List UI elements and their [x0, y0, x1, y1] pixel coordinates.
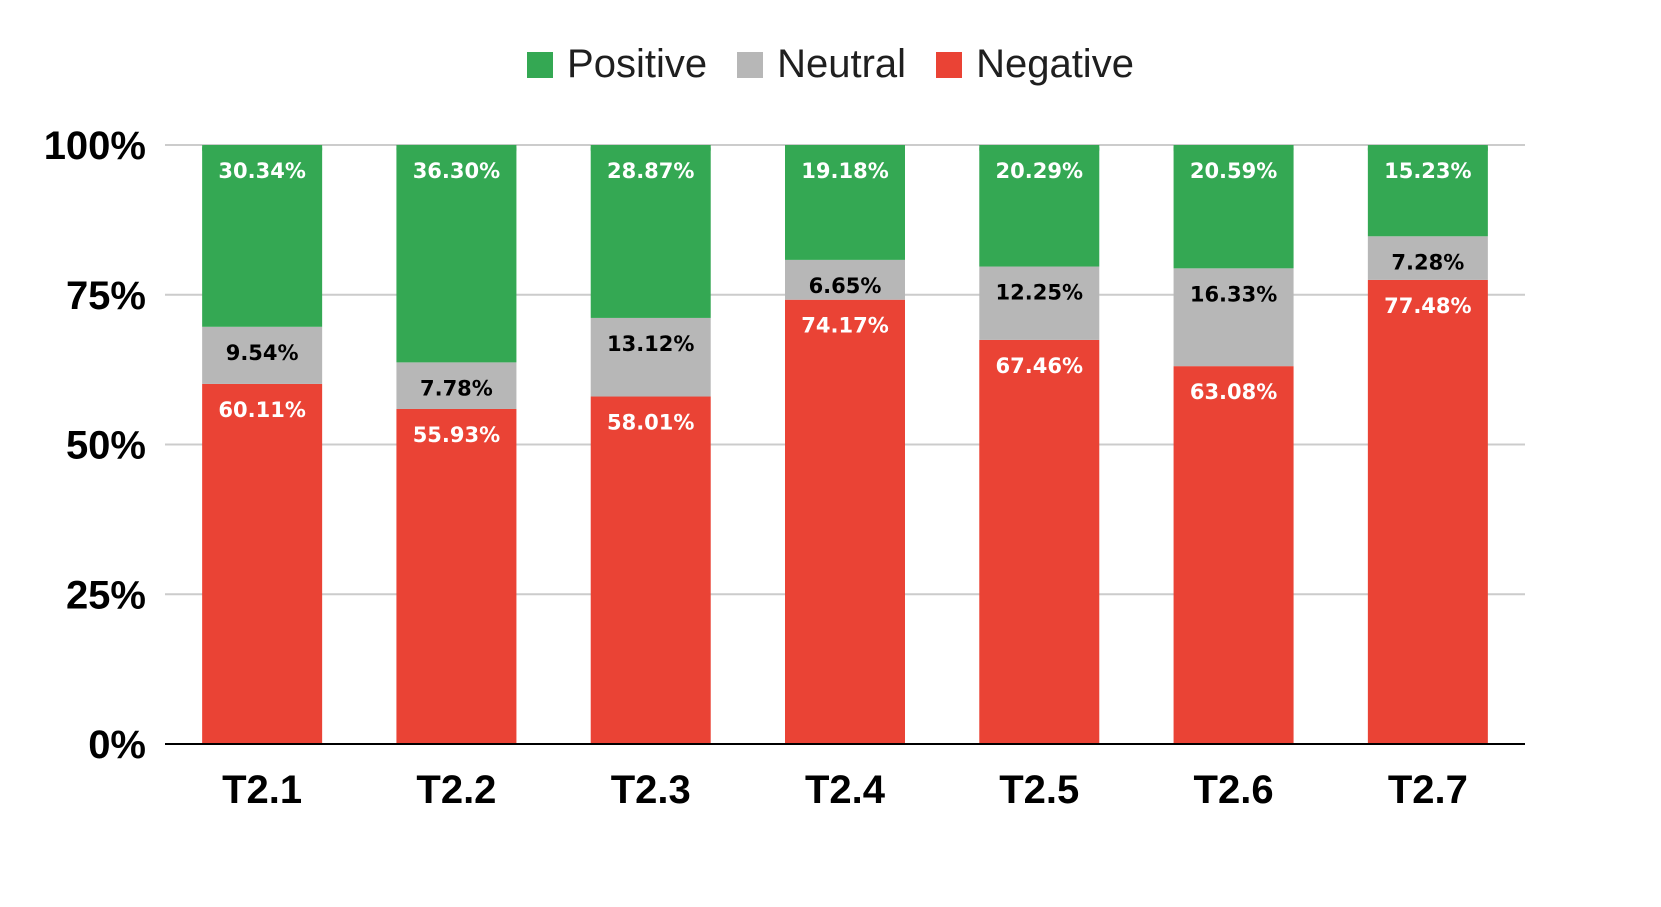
bar-segment-negative [396, 408, 517, 744]
data-label-positive: 30.34% [218, 159, 305, 183]
data-label-negative: 77.48% [1384, 294, 1471, 318]
bar-segment-neutral [785, 259, 905, 300]
data-label-negative: 58.01% [607, 411, 694, 435]
bar-segment-negative [979, 339, 1100, 744]
bar-segment-positive [1173, 145, 1294, 269]
data-label-neutral: 7.28% [1391, 250, 1464, 274]
data-label-neutral: 12.25% [996, 281, 1083, 305]
y-tick-label: 25% [66, 573, 146, 617]
legend-swatch-neutral [737, 51, 764, 78]
bar-segment-neutral [1173, 268, 1294, 367]
bar-segment-neutral [1367, 236, 1488, 280]
data-label-negative: 55.93% [413, 423, 500, 447]
data-label-neutral: 16.33% [1190, 282, 1277, 306]
x-tick-label: T2.1 [222, 768, 302, 812]
data-label-positive: 15.23% [1384, 159, 1471, 183]
data-label-negative: 63.08% [1190, 380, 1277, 404]
y-tick-label: 75% [66, 274, 146, 318]
bar-segment-negative [202, 383, 323, 744]
data-label-neutral: 7.78% [420, 376, 493, 400]
bar-cap [1367, 145, 1488, 154]
bar-segment-positive [396, 144, 517, 363]
data-label-neutral: 6.65% [809, 274, 882, 298]
bar-segment-positive [202, 145, 323, 327]
bar-cap [590, 145, 711, 153]
x-tick-label: T2.4 [805, 768, 886, 812]
bar-cap [202, 145, 323, 154]
bar-segment-negative [1367, 279, 1488, 744]
x-tick-label: T2.7 [1388, 768, 1468, 812]
bar-segment-positive [979, 145, 1100, 267]
legend-swatch-negative [936, 51, 963, 78]
bar-segment-positive [590, 145, 711, 318]
bar-segment-negative [785, 299, 905, 744]
x-tick-label: T2.3 [611, 768, 691, 812]
legend-item-neutral: Neutral [737, 42, 906, 87]
legend-label-positive: Positive [567, 42, 708, 86]
bar-segment-positive [1367, 145, 1488, 237]
legend-item-positive: Positive [527, 42, 707, 87]
data-label-positive: 20.59% [1190, 159, 1277, 183]
x-tick-label: T2.5 [999, 768, 1079, 812]
bar-segment-neutral [202, 326, 323, 384]
bar-cap [979, 145, 1100, 153]
legend-label-neutral: Neutral [777, 42, 907, 86]
data-label-neutral: 9.54% [226, 341, 299, 365]
bar-segment-negative [590, 396, 711, 744]
data-label-negative: 60.11% [218, 398, 305, 422]
data-label-negative: 67.46% [996, 354, 1083, 378]
bar-segment-neutral [396, 362, 517, 409]
bar-cap [396, 144, 517, 153]
data-label-positive: 19.18% [801, 159, 888, 183]
y-tick-label: 0% [88, 723, 146, 767]
legend-swatch-positive [527, 51, 554, 78]
data-label-positive: 28.87% [607, 159, 694, 183]
bar-segment-neutral [979, 266, 1100, 340]
data-label-negative: 74.17% [801, 314, 888, 338]
legend-label-negative: Negative [976, 42, 1134, 86]
bar-segment-positive [785, 145, 905, 260]
bar-cap [785, 145, 905, 153]
bar-cap [1173, 145, 1294, 153]
y-tick-label: 100% [44, 124, 146, 168]
data-label-neutral: 13.12% [607, 332, 694, 356]
legend-item-negative: Negative [936, 42, 1134, 87]
bar-segment-neutral [590, 317, 711, 397]
data-label-positive: 36.30% [413, 159, 500, 183]
chart-legend: Positive Neutral Negative [0, 42, 1661, 87]
data-label-positive: 20.29% [996, 159, 1083, 183]
x-tick-label: T2.6 [1194, 768, 1274, 812]
bar-segment-negative [1173, 366, 1294, 744]
y-tick-label: 50% [66, 424, 146, 468]
x-tick-label: T2.2 [416, 768, 496, 812]
